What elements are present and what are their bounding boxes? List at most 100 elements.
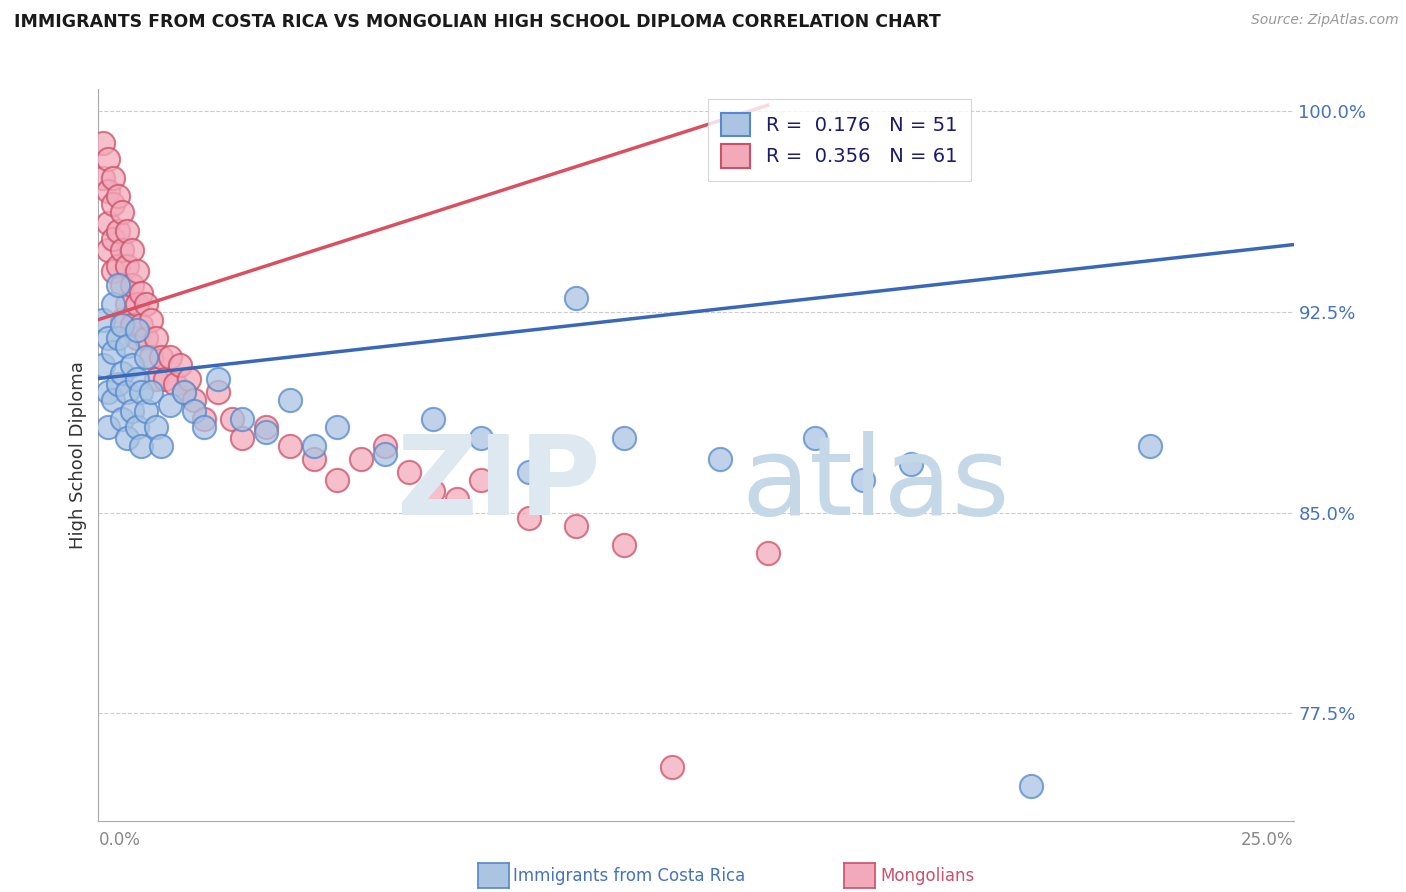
Point (135, 331, 157, 345)
Point (326, 474, 349, 488)
Point (97, 243, 120, 257)
Point (139, 384, 162, 399)
Point (173, 384, 195, 399)
Text: ZIP: ZIP (396, 431, 600, 538)
Point (139, 312, 162, 326)
Point (101, 296, 124, 310)
Point (125, 323, 148, 337)
Point (101, 264, 124, 278)
Point (111, 366, 134, 380)
Point (135, 296, 157, 310)
Point (149, 438, 172, 452)
Point (107, 189, 129, 203)
Point (145, 371, 167, 385)
Point (613, 538, 636, 552)
Y-axis label: High School Diploma: High School Diploma (69, 361, 87, 549)
Point (107, 331, 129, 345)
Point (422, 484, 444, 499)
Point (145, 331, 167, 345)
Point (91, 170, 114, 185)
Point (111, 312, 134, 326)
Point (159, 350, 181, 364)
Point (97, 184, 120, 198)
Point (159, 398, 181, 412)
Point (97, 384, 120, 399)
Point (173, 384, 195, 399)
Point (107, 224, 129, 238)
Point (155, 371, 177, 385)
Point (131, 438, 153, 452)
Point (278, 438, 301, 452)
Point (756, 546, 779, 560)
Text: atlas: atlas (741, 431, 1010, 538)
Point (115, 224, 138, 238)
Point (101, 392, 124, 407)
Point (101, 170, 124, 185)
Point (900, 458, 922, 472)
Point (135, 350, 157, 364)
Point (115, 430, 138, 444)
Text: 25.0%: 25.0% (1241, 831, 1294, 849)
Point (131, 318, 153, 332)
Point (97, 331, 120, 345)
Point (565, 291, 588, 305)
Point (254, 425, 277, 439)
Point (131, 384, 153, 399)
Point (125, 264, 148, 278)
Point (125, 419, 148, 434)
Point (183, 392, 205, 407)
Point (149, 350, 172, 364)
Point (302, 438, 325, 452)
Text: IMMIGRANTS FROM COSTA RICA VS MONGOLIAN HIGH SCHOOL DIPLOMA CORRELATION CHART: IMMIGRANTS FROM COSTA RICA VS MONGOLIAN … (14, 13, 941, 31)
Point (135, 403, 157, 417)
Point (115, 296, 138, 310)
Point (470, 474, 492, 488)
Point (125, 296, 148, 310)
Point (350, 452, 373, 467)
Point (207, 371, 229, 385)
Point (254, 419, 277, 434)
Point (231, 411, 253, 425)
Point (101, 197, 124, 211)
Point (125, 331, 148, 345)
Point (111, 318, 134, 332)
Point (139, 350, 162, 364)
Point (374, 438, 396, 452)
Point (517, 511, 540, 525)
Point (193, 411, 215, 425)
Point (101, 232, 124, 246)
Point (91, 136, 114, 150)
Text: Mongolians: Mongolians (880, 867, 974, 885)
Point (97, 216, 120, 230)
Point (97, 152, 120, 166)
Point (179, 371, 201, 385)
Point (193, 419, 215, 434)
Point (446, 492, 468, 507)
Point (169, 358, 191, 372)
Point (115, 384, 138, 399)
Point (145, 419, 167, 434)
Point (183, 403, 205, 417)
Point (422, 411, 444, 425)
Point (121, 358, 143, 372)
Point (398, 466, 420, 480)
Text: Immigrants from Costa Rica: Immigrants from Costa Rica (513, 867, 745, 885)
Point (115, 339, 138, 353)
Point (111, 277, 134, 292)
Point (163, 376, 186, 391)
Point (613, 430, 636, 444)
Point (326, 419, 349, 434)
Point (97, 419, 120, 434)
Point (115, 259, 138, 273)
Point (565, 519, 588, 533)
Point (374, 446, 396, 460)
Point (804, 430, 827, 444)
Point (111, 411, 134, 425)
Point (107, 376, 129, 391)
Point (107, 277, 129, 292)
Point (121, 243, 143, 257)
Point (709, 452, 731, 467)
Point (661, 760, 683, 774)
Point (302, 452, 325, 467)
Point (517, 466, 540, 480)
